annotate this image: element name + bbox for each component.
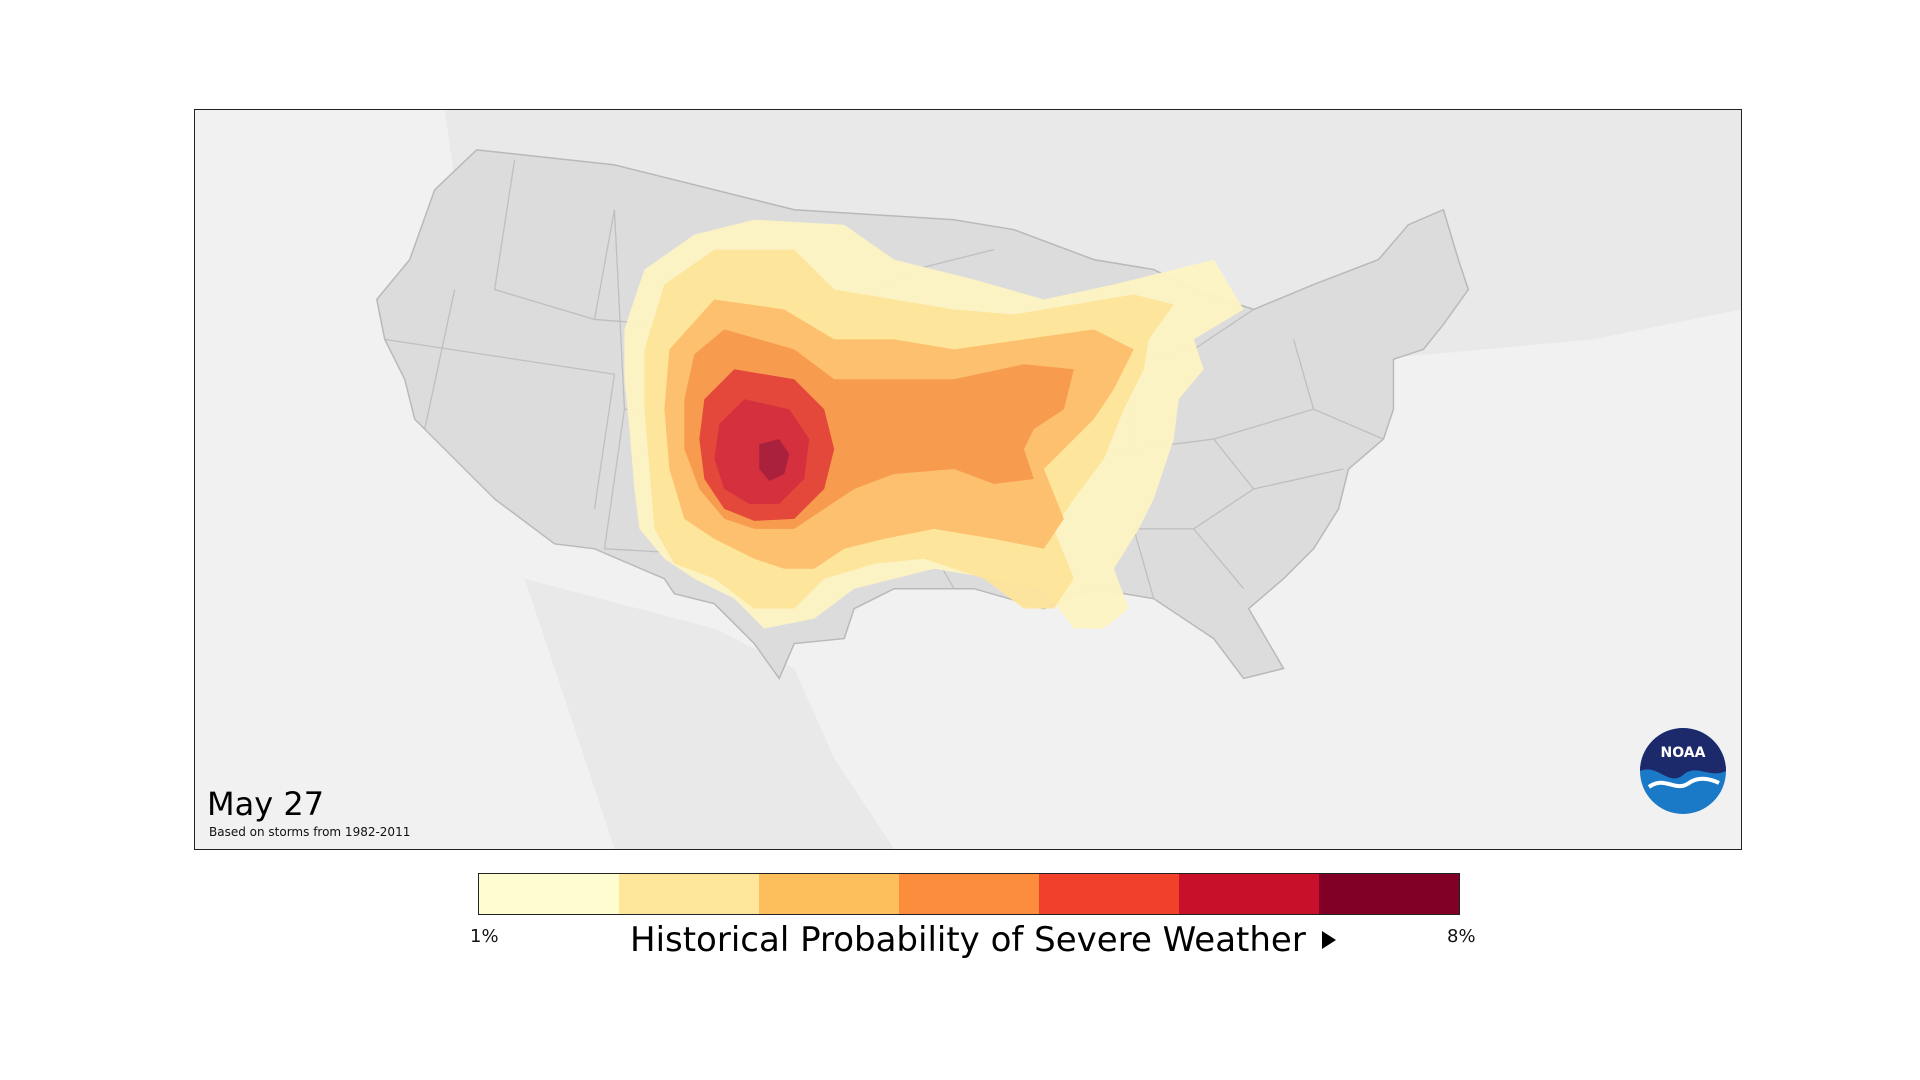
- date-label: May 27: [207, 785, 325, 823]
- legend-swatch-6: [1179, 874, 1319, 914]
- mexico-land: [524, 578, 895, 849]
- svg-text:NOAA: NOAA: [1661, 745, 1706, 761]
- legend-swatch-3: [759, 874, 899, 914]
- legend-title-text: Historical Probability of Severe Weather: [630, 920, 1306, 960]
- legend-swatch-7: [1319, 874, 1459, 914]
- play-triangle-icon: [1321, 931, 1336, 949]
- legend-swatch-5: [1039, 874, 1179, 914]
- legend-swatch-2: [619, 874, 759, 914]
- legend-max-label: 8%: [1447, 926, 1476, 947]
- legend-title: Historical Probability of Severe Weather: [630, 920, 1336, 960]
- source-note: Based on storms from 1982-2011: [209, 825, 411, 839]
- map-frame: May 27 Based on storms from 1982-2011 NO…: [194, 109, 1742, 850]
- legend-swatch-1: [479, 874, 619, 914]
- probability-contours: [624, 219, 1244, 629]
- legend-swatch-4: [899, 874, 1039, 914]
- legend-color-scale: [478, 873, 1460, 915]
- contour-level-7: [759, 439, 790, 481]
- severe-weather-map: [375, 110, 1741, 849]
- legend-min-label: 1%: [470, 926, 499, 947]
- noaa-logo: NOAA: [1639, 727, 1727, 815]
